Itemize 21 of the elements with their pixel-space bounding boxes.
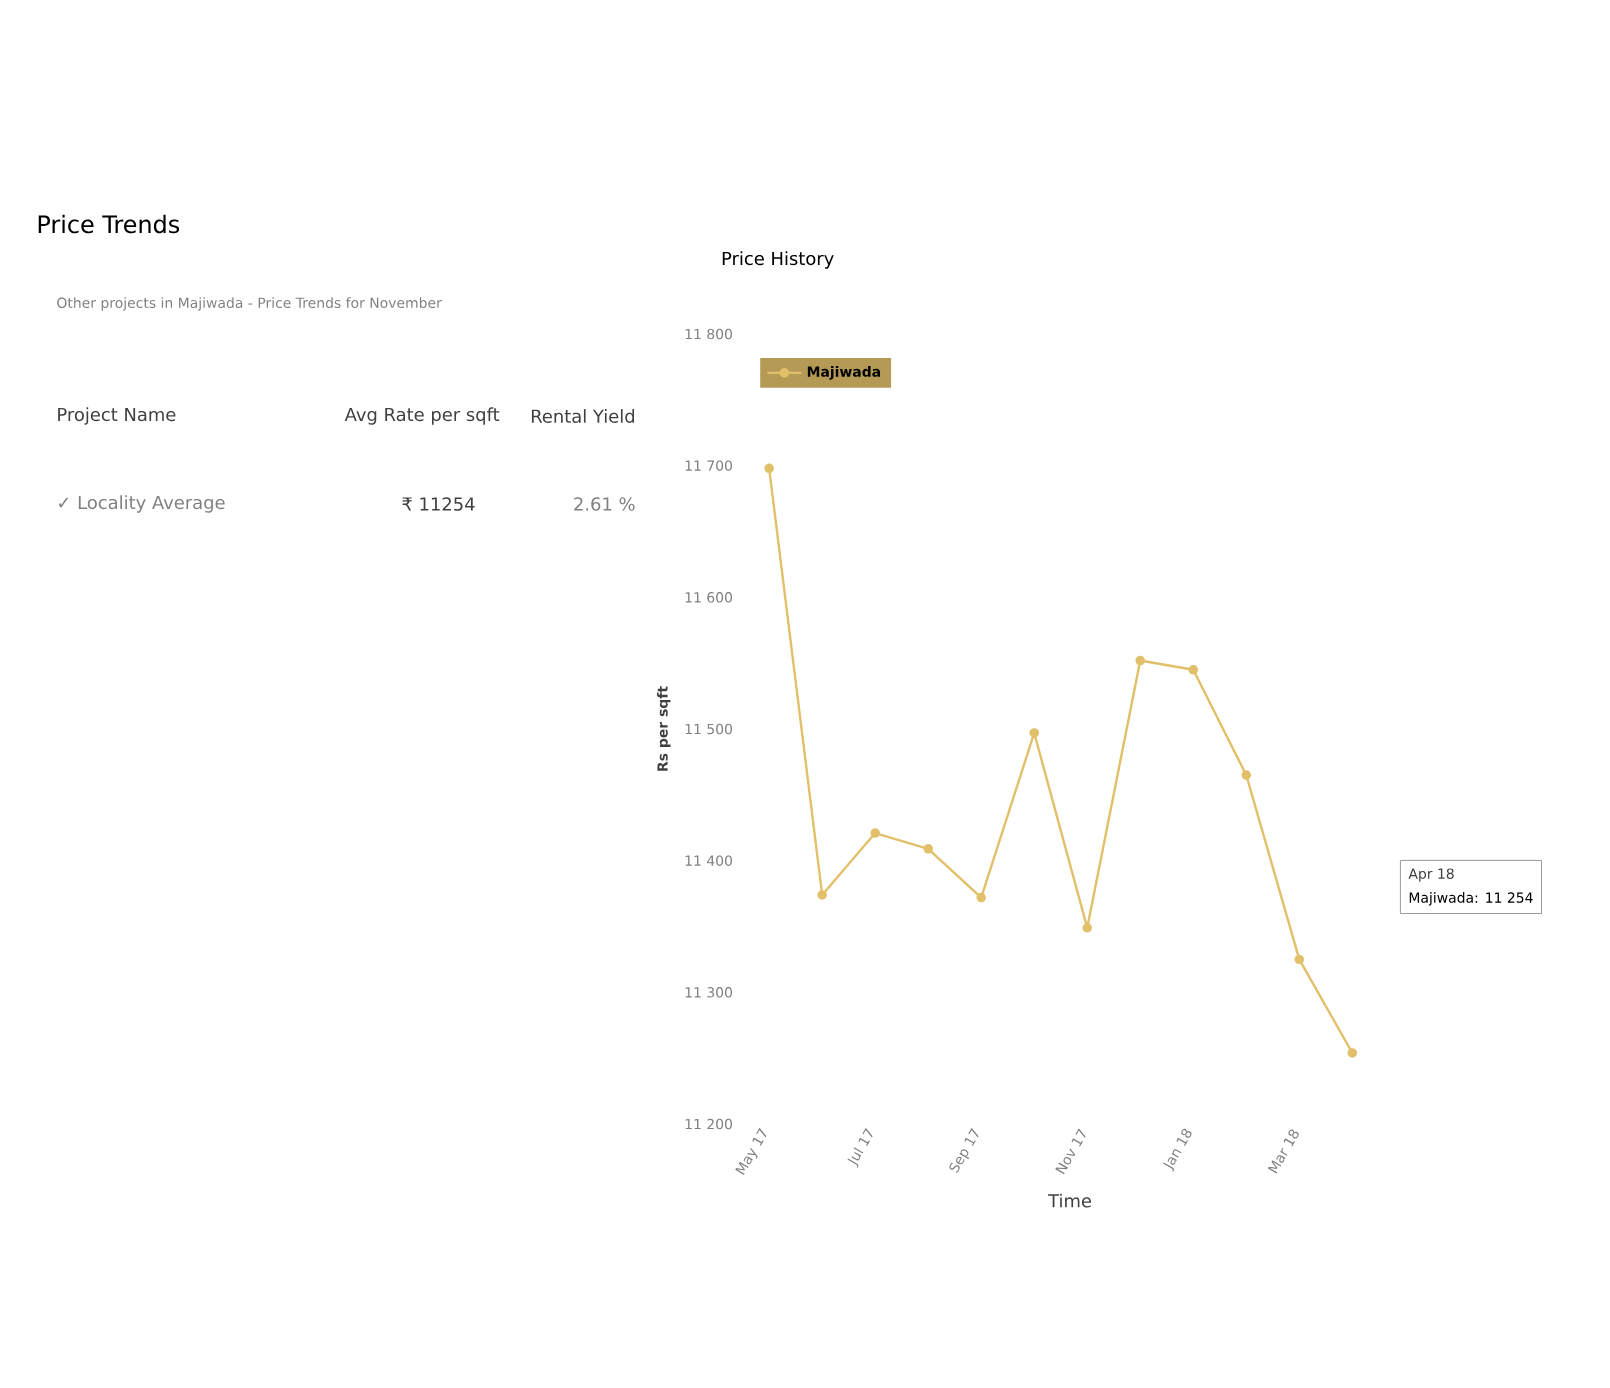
text: 2.61 %	[574, 497, 635, 511]
point	[1188, 664, 1199, 675]
text: ✓ Locality Average	[59, 495, 225, 513]
text: Project Name	[58, 407, 176, 425]
point	[923, 844, 933, 854]
point	[817, 890, 827, 900]
text: Price Trends	[38, 214, 180, 234]
point	[1241, 770, 1252, 780]
point	[1347, 1048, 1358, 1058]
point	[1294, 954, 1305, 965]
x-axis-title: Time	[1048, 1193, 1092, 1208]
point	[1135, 655, 1146, 666]
point	[1082, 923, 1093, 933]
point	[976, 892, 986, 903]
text: Avg Rate per sqft	[344, 407, 500, 425]
point	[764, 463, 774, 474]
text: Rental Yield	[531, 409, 634, 423]
point	[1029, 728, 1040, 738]
text: ₹ 11254	[402, 497, 475, 511]
point	[870, 828, 880, 838]
chart-title: Price History	[722, 251, 834, 269]
